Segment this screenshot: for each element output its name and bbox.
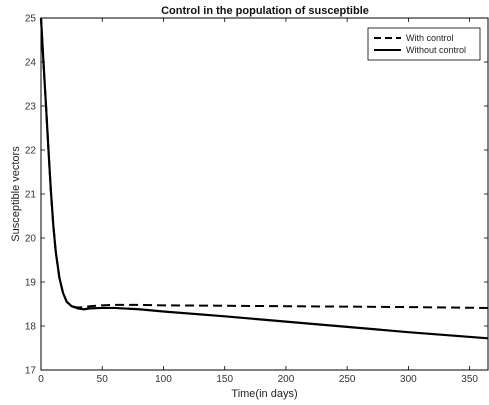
y-axis: 17 18 19 20 21 22 23 24 25 <box>25 14 488 377</box>
series-line-without-control <box>39 17 489 340</box>
x-tick-label: 0 <box>38 374 44 385</box>
x-tick-label: 300 <box>400 374 417 385</box>
series-layer <box>39 17 489 340</box>
legend-label-without-control: Without control <box>406 45 466 55</box>
y-tick-label: 23 <box>25 102 37 113</box>
x-tick-label: 350 <box>461 374 478 385</box>
y-tick-label: 17 <box>25 366 37 377</box>
x-tick-label: 250 <box>339 374 356 385</box>
y-tick-label: 19 <box>25 278 37 289</box>
legend-label-with-control: With control <box>406 33 454 43</box>
chart-title: Control in the population of susceptible <box>161 5 369 17</box>
y-tick-label: 24 <box>25 58 37 69</box>
y-tick-label: 20 <box>25 234 37 245</box>
y-tick-label: 21 <box>25 190 37 201</box>
y-tick-label: 18 <box>25 322 37 333</box>
y-axis-title: Susceptible vectors <box>10 146 22 242</box>
y-tick-label: 22 <box>25 146 37 157</box>
plot-area <box>40 17 489 371</box>
x-tick-label: 150 <box>216 374 233 385</box>
x-tick-label: 200 <box>278 374 295 385</box>
x-axis-title: Time(in days) <box>231 388 297 400</box>
legend: With control Without control <box>367 27 481 61</box>
y-tick-label: 25 <box>25 14 37 25</box>
x-tick-label: 100 <box>155 374 172 385</box>
x-axis: 0 50 100 150 200 250 300 350 <box>38 18 478 385</box>
x-tick-label: 50 <box>97 374 109 385</box>
legend-box <box>367 27 481 61</box>
